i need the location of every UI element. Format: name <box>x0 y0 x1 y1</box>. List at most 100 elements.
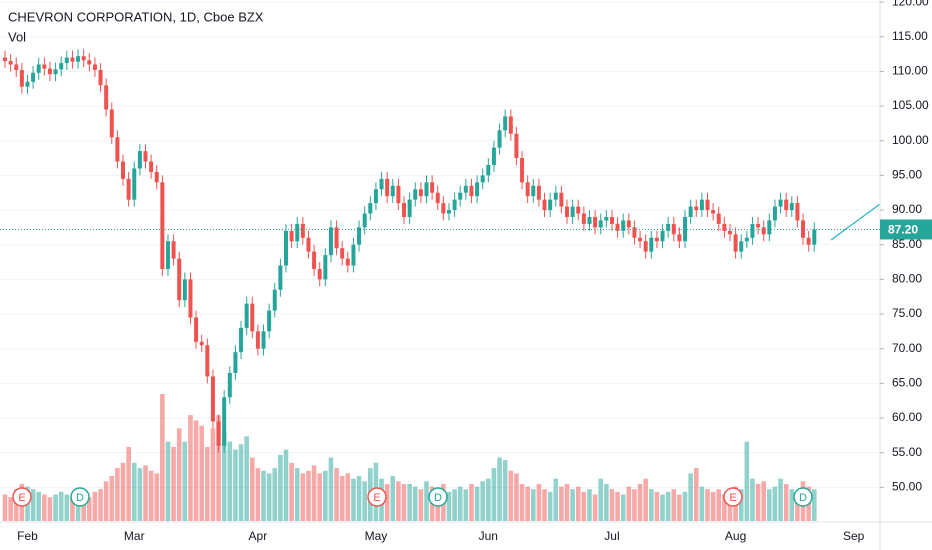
volume-bar <box>727 491 733 521</box>
candle-body <box>368 203 373 214</box>
candle-body <box>250 303 255 332</box>
candle-body <box>154 171 159 183</box>
candle-body <box>216 421 221 446</box>
x-tick-label: Aug <box>725 529 746 543</box>
volume-bar <box>699 486 705 521</box>
chart-title: CHEVRON CORPORATION, 1D, Cboe BZX <box>8 9 264 24</box>
volume-bar <box>693 468 699 521</box>
volume-bar <box>660 494 665 521</box>
volume-bar <box>581 491 587 521</box>
volume-bar <box>615 491 620 521</box>
volume-bar <box>362 481 367 521</box>
trend-line[interactable] <box>830 203 881 241</box>
candle-body <box>233 352 238 373</box>
volume-bar <box>767 489 772 521</box>
candle-body <box>463 185 468 193</box>
candle-body <box>92 64 97 71</box>
volume-bar <box>755 483 761 521</box>
volume-bar <box>30 489 36 521</box>
event-marker <box>428 487 448 507</box>
y-tick-label: 55.00 <box>892 445 922 459</box>
candle-body <box>295 223 300 242</box>
candle-body <box>621 220 626 231</box>
candle-body <box>19 70 24 87</box>
candle-body <box>53 69 58 75</box>
volume-bar <box>356 476 362 521</box>
candle-body <box>666 223 671 231</box>
volume-bar <box>8 497 13 521</box>
candle-body <box>761 227 766 235</box>
y-tick-label: 100.00 <box>892 133 929 147</box>
candle-body <box>81 56 86 61</box>
volume-bar <box>283 449 289 521</box>
volume-bar <box>64 494 70 521</box>
volume-bar <box>474 486 480 521</box>
volume-bar <box>486 478 491 521</box>
candle-body <box>109 109 114 138</box>
volume-bar <box>626 486 632 521</box>
volume-bar <box>75 497 81 521</box>
candle-body <box>750 223 755 238</box>
candle-body <box>520 158 525 183</box>
volume-bar <box>536 483 542 521</box>
candle-body <box>604 216 609 221</box>
candle-body <box>716 213 721 224</box>
volume-bar <box>384 483 390 521</box>
candle-body <box>373 189 378 204</box>
candle-body <box>778 199 783 207</box>
y-tick-label: 75.00 <box>892 306 922 320</box>
grid <box>0 1 880 488</box>
volume-bar <box>778 478 783 521</box>
volume-bar <box>609 489 615 521</box>
volume-bar <box>120 462 126 521</box>
volume-bar <box>654 491 660 521</box>
candle-body <box>345 258 350 266</box>
candle-body <box>806 237 811 245</box>
candle-body <box>598 220 603 228</box>
volume-bar <box>811 489 817 521</box>
y-tick-label: 65.00 <box>892 376 922 390</box>
x-tick-label: Feb <box>17 529 38 543</box>
volume-bar <box>323 470 328 521</box>
volume-bar <box>345 473 351 521</box>
candle-body <box>514 133 519 159</box>
candle-body <box>722 223 727 231</box>
candle-body <box>677 234 682 242</box>
volume-bar <box>148 470 154 521</box>
candle-body <box>149 161 154 172</box>
volume-bar <box>227 441 233 521</box>
volume-bar <box>13 489 19 521</box>
volume-bar <box>216 415 221 521</box>
volume-bar <box>81 494 86 521</box>
candle-body <box>733 234 738 252</box>
event-marker <box>793 487 813 507</box>
candle-body <box>64 57 69 64</box>
y-tick-label: 70.00 <box>892 341 922 355</box>
volume-bar <box>92 491 98 521</box>
volume-bar <box>514 473 519 521</box>
candle-body <box>413 189 418 200</box>
volume-bar <box>154 473 160 521</box>
volume-bar <box>126 446 131 521</box>
volume-bar <box>620 494 626 521</box>
volume-bar <box>480 481 485 521</box>
candle-body <box>76 56 81 62</box>
volume-pane <box>2 394 817 521</box>
candle-body <box>239 327 244 353</box>
candle-body <box>497 130 502 148</box>
candle-body <box>222 397 227 446</box>
event-label: E <box>18 492 25 504</box>
volume-bar <box>42 494 47 521</box>
candle-body <box>772 206 777 221</box>
candle-body <box>47 68 52 75</box>
candle-body <box>654 237 659 242</box>
volume-bar <box>109 476 115 521</box>
event-label: D <box>434 492 442 504</box>
candle-body <box>261 331 266 349</box>
volume-bar <box>306 470 311 521</box>
candle-body <box>205 345 210 377</box>
volume-bar <box>649 489 654 521</box>
event-label: D <box>799 492 807 504</box>
candle-body <box>767 220 772 235</box>
